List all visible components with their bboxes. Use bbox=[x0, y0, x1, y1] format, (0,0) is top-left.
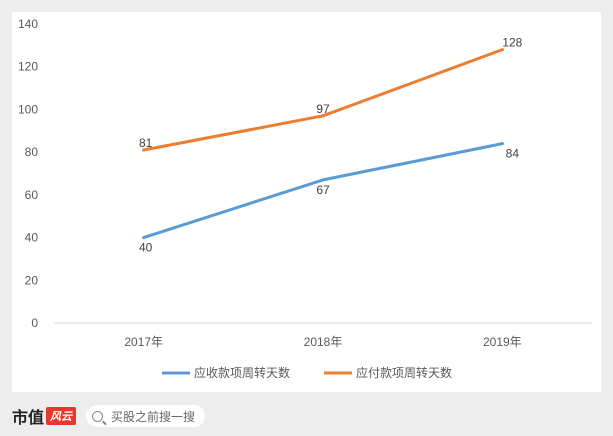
x-tick-label: 2018年 bbox=[304, 335, 343, 349]
search-placeholder: 买股之前搜一搜 bbox=[111, 409, 196, 424]
y-tick-label: 100 bbox=[18, 102, 38, 116]
y-tick-label: 80 bbox=[25, 145, 39, 159]
y-tick-label: 60 bbox=[25, 188, 39, 202]
y-tick-label: 20 bbox=[25, 273, 39, 287]
data-label: 97 bbox=[316, 102, 330, 116]
brand-logo: 市值 风云 bbox=[12, 404, 77, 428]
data-label: 128 bbox=[502, 36, 522, 50]
y-tick-label: 140 bbox=[18, 17, 38, 31]
x-tick-label: 2019年 bbox=[483, 335, 522, 349]
data-labels: 40 67 84 81 97 128 bbox=[139, 36, 523, 255]
y-tick-label: 0 bbox=[31, 316, 38, 330]
brand-badge: 风云 bbox=[46, 407, 77, 425]
data-label: 67 bbox=[316, 183, 330, 197]
y-axis-ticks: 0 20 40 60 80 100 120 140 bbox=[18, 17, 38, 330]
data-label: 81 bbox=[139, 136, 153, 150]
legend: 应收款项周转天数 应付款项周转天数 bbox=[162, 365, 452, 380]
brand-text: 市值 bbox=[12, 408, 45, 427]
series-lines bbox=[142, 48, 504, 240]
data-point bbox=[500, 142, 504, 146]
search-box[interactable]: 买股之前搜一搜 bbox=[86, 405, 206, 427]
y-tick-label: 120 bbox=[18, 60, 38, 74]
series-line bbox=[142, 48, 504, 152]
legend-label: 应付款项周转天数 bbox=[356, 365, 452, 380]
data-point bbox=[500, 48, 504, 52]
data-label: 40 bbox=[139, 241, 153, 255]
data-point bbox=[142, 148, 146, 152]
data-point bbox=[321, 178, 325, 182]
data-point bbox=[321, 114, 325, 118]
footer-bar: 市值 风云 买股之前搜一搜 bbox=[0, 396, 613, 436]
x-axis-ticks: 2017年 2018年 2019年 bbox=[124, 335, 521, 349]
line-chart: 0 20 40 60 80 100 120 140 2017年 2018年 2019年 40 67 8… bbox=[18, 17, 592, 380]
search-icon bbox=[92, 410, 104, 422]
x-tick-label: 2017年 bbox=[124, 335, 163, 349]
chart-card: 0 20 40 60 80 100 120 140 2017年 2018年 2019年 40 67 8… bbox=[12, 12, 601, 392]
legend-label: 应收款项周转天数 bbox=[194, 365, 290, 380]
data-point bbox=[142, 236, 146, 240]
data-label: 84 bbox=[506, 147, 520, 161]
y-tick-label: 40 bbox=[25, 231, 39, 245]
